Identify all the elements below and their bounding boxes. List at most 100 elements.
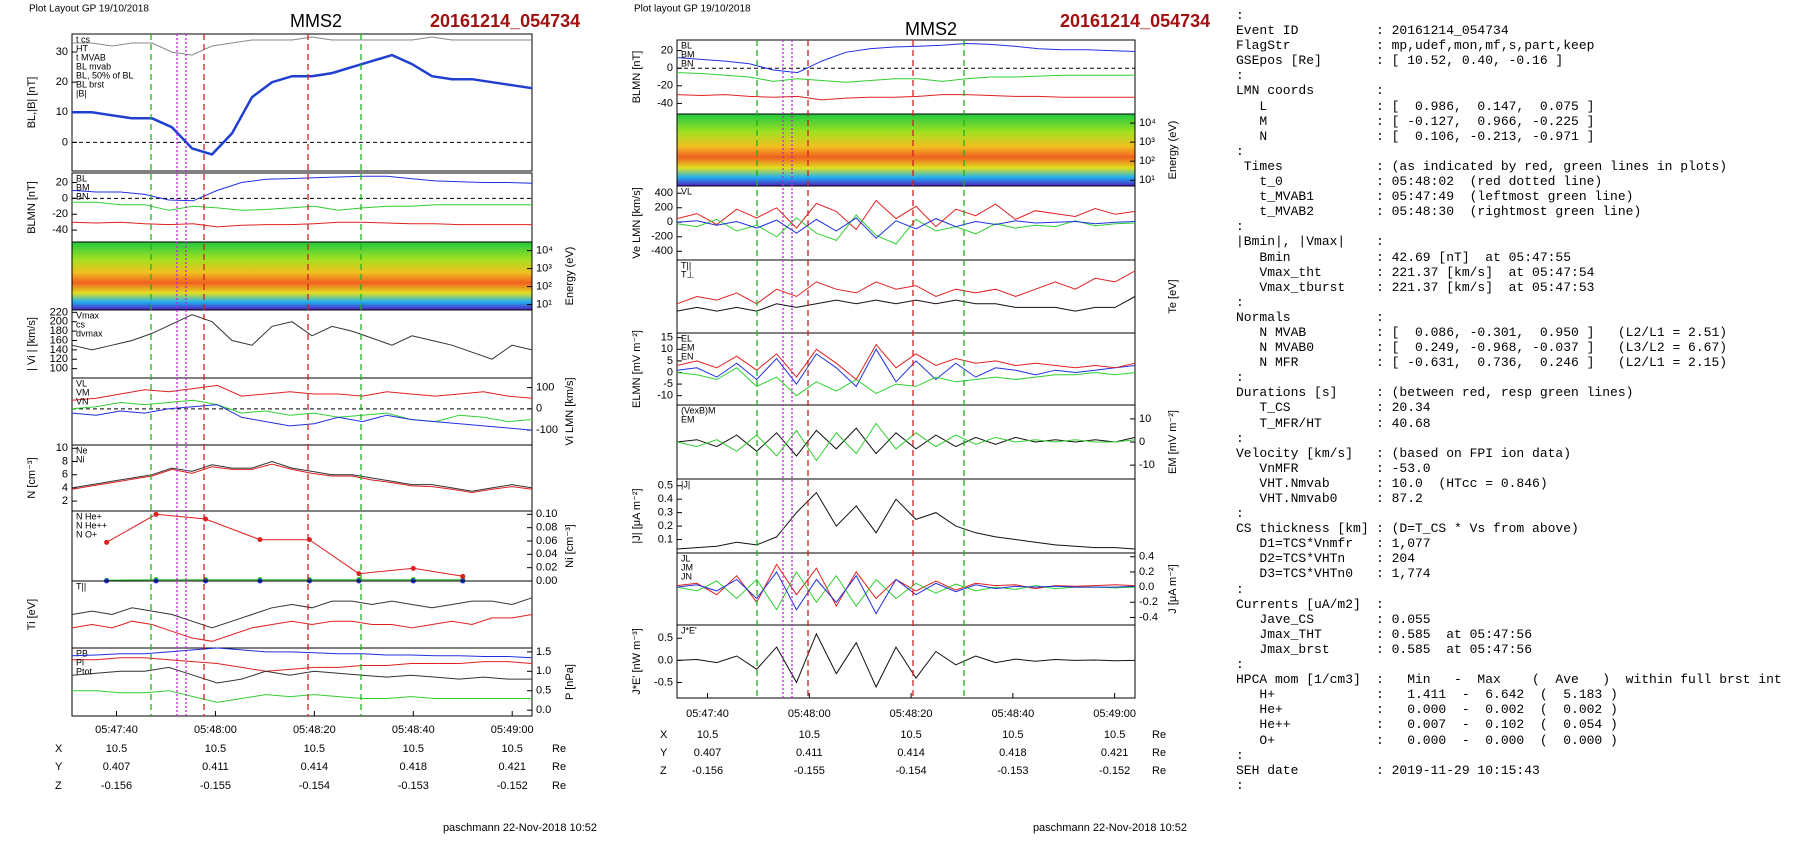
y-tick-label: 30 [56, 46, 68, 58]
listing-row: T_MFR/HT: 40.68 [1236, 416, 1782, 431]
y-tick-label: 10¹ [1139, 174, 1155, 186]
y-tick-label: 2 [62, 495, 68, 507]
y-tick-label: 0.5 [658, 632, 673, 644]
y-tick-label: 0.2 [1139, 566, 1154, 578]
listing-row: : [1236, 748, 1782, 763]
y-axis-label: J*E' [nW m⁻³] [631, 628, 643, 695]
listing-value: : [ 0.086, -0.301, 0.950 ] (L2/L1 = 2.51… [1376, 324, 1728, 340]
ephem-value: 10.5 [900, 729, 921, 741]
y-tick-label: 180 [50, 325, 68, 337]
legend-entry: BN [681, 58, 694, 68]
y-tick-label: 10 [56, 442, 68, 454]
series-line [676, 367, 1136, 397]
listing-key: N MVAB [1236, 324, 1307, 340]
y-tick-label: 1.0 [536, 665, 551, 677]
listing-row: Velocity [km/s]: (based on FPI ion data) [1236, 446, 1782, 461]
y-tick-label: -20 [52, 208, 68, 220]
y-tick-label: -100 [536, 424, 558, 436]
legend-entry: Vmax [76, 310, 100, 320]
legend-entry: VL [681, 186, 692, 196]
listing-value: : 0.007 - 0.102 ( 0.054 ) [1376, 717, 1618, 733]
y-tick-label: 0 [62, 192, 68, 204]
ephem-unit: Re [1152, 747, 1166, 759]
plot-title: MMS2 [905, 19, 957, 39]
series-line [71, 175, 533, 202]
data-point [104, 539, 110, 545]
listing-value: : [1236, 219, 1244, 235]
listing-key: Times [1236, 158, 1283, 174]
y-tick-label: 0.0 [658, 654, 673, 666]
y-tick-label: 100 [50, 363, 68, 375]
series-line [676, 422, 1136, 462]
listing-row: VHT.Nmvab0: 87.2 [1236, 491, 1782, 506]
listing-row: Vmax_tburst: 221.37 [km/s] at 05:47:53 [1236, 280, 1782, 295]
listing-key: Velocity [km/s] [1236, 445, 1354, 461]
listing-value: : [1376, 596, 1384, 612]
legend-entry: Ni [76, 454, 85, 464]
listing-key: Jave_CS [1236, 611, 1315, 627]
y-axis-label: BLMN [nT] [26, 181, 38, 234]
series-line [71, 460, 533, 492]
legend-entry: N He+ [76, 511, 102, 521]
listing-key: HPCA mom [1/cm3] [1236, 672, 1361, 688]
x-tick-label: 05:48:40 [991, 708, 1034, 720]
legend-entry: HT [76, 43, 88, 53]
ephem-value: 10.5 [1104, 729, 1125, 741]
data-point [257, 537, 263, 543]
ephem-value: 0.414 [897, 747, 925, 759]
listing-row: D1=TCS*Vnmfr: 1,077 [1236, 536, 1782, 551]
listing-key: Vmax_tht [1236, 264, 1322, 280]
panel-frame [676, 552, 1136, 626]
ephem-label: Z [660, 765, 667, 777]
listing-row: Durations [s]: (between red, resp green … [1236, 385, 1782, 400]
legend-entry: |B| [76, 88, 87, 98]
y-axis-label: Ve LMN [km/s] [631, 187, 643, 259]
panel-frame [71, 647, 533, 717]
listing-row: T_CS: 20.34 [1236, 400, 1782, 415]
y-tick-label: -40 [52, 224, 68, 236]
listing-key: Currents [uA/m2] [1236, 596, 1361, 612]
y-tick-label: -400 [651, 245, 673, 257]
data-point [460, 573, 466, 579]
listing-key: Durations [s] [1236, 385, 1338, 401]
listing-value: : [1236, 294, 1244, 310]
listing-value: : 10.0 (HTcc = 0.846) [1376, 475, 1548, 491]
plot-title: MMS2 [290, 11, 342, 31]
event-id: 20161214_054734 [1060, 11, 1210, 31]
y-tick-label: 0.10 [536, 508, 557, 520]
y-tick-label: 0.4 [658, 493, 673, 505]
y-tick-label: -5 [663, 378, 673, 390]
y-tick-label: 0.0 [536, 704, 551, 716]
legend-entry: BM [76, 182, 90, 192]
listing-value: : 0.585 at 05:47:56 [1376, 626, 1533, 642]
listing-value: : [1236, 657, 1244, 673]
listing-key: Normals [1236, 309, 1291, 325]
ephem-value: 10.5 [697, 729, 718, 741]
y-tick-label: 0.04 [536, 548, 557, 560]
series-line [676, 42, 1136, 74]
series-line [71, 314, 533, 360]
y-tick-label: 10¹ [536, 298, 552, 310]
listing-value: : [1236, 430, 1244, 446]
legend-entry: JN [681, 571, 692, 581]
data-point [410, 565, 416, 571]
legend-entry: BL mvab [76, 61, 111, 71]
series-line [106, 513, 463, 577]
series-line [71, 597, 533, 629]
listing-row: t_0: 05:48:02 (red dotted line) [1236, 174, 1782, 189]
ephem-value: 10.5 [799, 729, 820, 741]
legend-entry: (VexB)M [681, 405, 716, 415]
listing-row: M: [ -0.127, 0.966, -0.225 ] [1236, 114, 1782, 129]
y-tick-label: 0 [1139, 436, 1145, 448]
listing-key: D1=TCS*Vnmfr [1236, 536, 1354, 552]
ephem-label: X [55, 743, 63, 755]
y-tick-label: 220 [50, 306, 68, 318]
ephem-value: 10.5 [106, 743, 127, 755]
panel-frame [71, 510, 533, 582]
ephem-unit: Re [552, 780, 566, 792]
legend-entry: Pi [76, 657, 84, 667]
ephem-value: -0.154 [299, 780, 330, 792]
listing-value: : 05:47:49 (leftmost green line) [1376, 189, 1634, 205]
listing-value: : 05:48:02 (red dotted line) [1376, 174, 1603, 190]
